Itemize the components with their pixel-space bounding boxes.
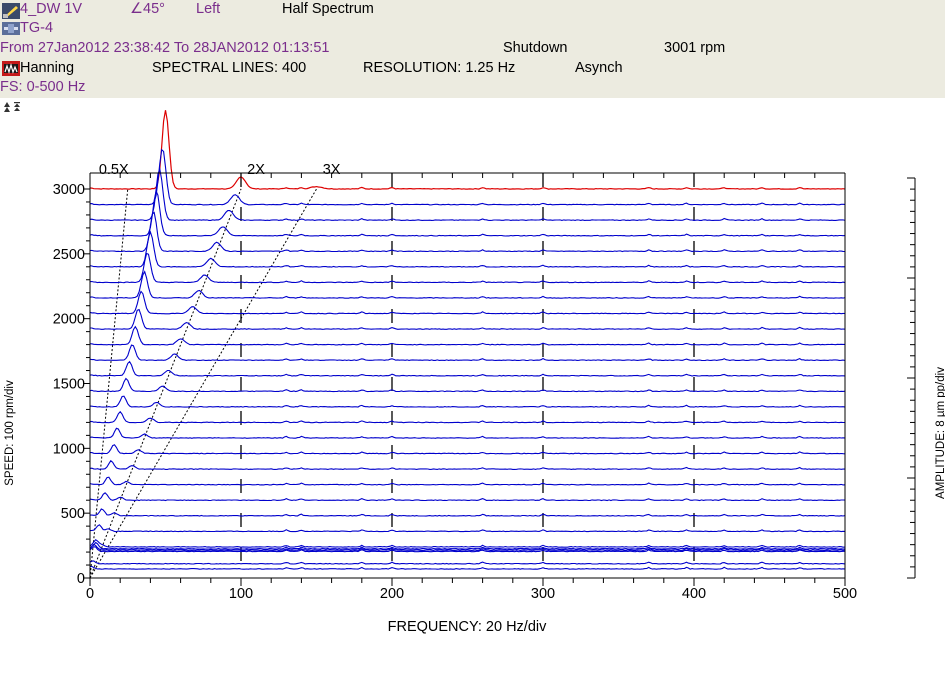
spectrum-trace <box>89 546 845 553</box>
y-tick-label: 1500 <box>53 377 85 393</box>
spectrum-type: Half Spectrum <box>282 1 374 17</box>
spectrum-trace <box>89 252 846 284</box>
y-tick-label: 2000 <box>53 312 85 328</box>
side-label: Left <box>196 1 221 17</box>
spectrum-trace <box>89 395 846 408</box>
scale-arrows-icon[interactable] <box>3 100 23 118</box>
spectrum-trace <box>89 230 846 268</box>
probe-icon <box>2 3 20 24</box>
header-row-5: FS: 0-500 Hz <box>0 78 945 97</box>
spectrum-trace <box>89 492 846 502</box>
spectrum-trace <box>89 110 846 190</box>
spectrum-trace <box>89 410 845 424</box>
amplitude-axis-label: AMPLITUDE: 8 µm pp/div <box>935 367 945 499</box>
waterfall-chart: 0.5X 2X 3X 0 100 200 300 400 500 0 500 1000 1500 200… <box>4 110 945 635</box>
spectrum-trace <box>89 211 846 253</box>
sampling-mode: Asynch <box>575 60 623 76</box>
axes: 0 100 200 300 400 500 0 500 1000 1500 2000 2500 3000 <box>53 172 916 602</box>
machine-state: Shutdown <box>503 40 568 56</box>
header-row-2: TG-4 <box>0 19 945 38</box>
window-type: Hanning <box>20 60 75 76</box>
x-tick-label: 100 <box>229 586 253 602</box>
spectrum-trace <box>89 541 846 550</box>
y-tick-label: 500 <box>61 506 85 522</box>
header-row-1: 4_DW 1V ∠45° Left Half Spectrum <box>0 0 945 19</box>
y-axis-label: SPEED: 100 rpm/div <box>4 380 16 486</box>
order-label: 0.5X <box>99 162 129 178</box>
spectrum-trace <box>89 167 846 221</box>
spectrum-trace <box>90 325 845 346</box>
axis-labels: FREQUENCY: 20 Hz/div SPEED: 100 rpm/div … <box>4 367 945 635</box>
full-scale: FS: 0-500 Hz <box>0 79 86 95</box>
spectrum-trace <box>90 444 846 455</box>
spectrum-trace <box>89 427 846 439</box>
spectrum-trace <box>89 148 846 206</box>
spectrum-trace <box>89 377 846 393</box>
spectrum-trace <box>89 459 845 470</box>
x-tick-label: 500 <box>833 586 857 602</box>
spectrum-trace <box>89 344 846 362</box>
y-tick-label: 0 <box>77 571 85 587</box>
spectrum-trace <box>89 476 846 486</box>
order-label: 2X <box>247 162 265 178</box>
date-range: From 27Jan2012 23:38:42 To 28JAN2012 01:… <box>0 40 330 56</box>
spectrum-trace <box>90 508 846 517</box>
spectrum-traces <box>89 110 846 570</box>
order-line <box>89 188 129 579</box>
order-label: 3X <box>323 162 341 178</box>
y-tick-label: 2500 <box>53 247 85 263</box>
spectrum-trace <box>89 560 846 565</box>
header-row-3: From 27Jan2012 23:38:42 To 28JAN2012 01:… <box>0 39 945 58</box>
spectrum-trace <box>89 524 846 533</box>
x-tick-label: 400 <box>682 586 706 602</box>
y-tick-label: 1000 <box>53 441 85 457</box>
spectrum-trace <box>90 565 846 570</box>
spectrum-trace <box>89 270 846 299</box>
window-icon <box>2 61 20 81</box>
machine-name: TG-4 <box>20 20 54 36</box>
spectrum-trace <box>89 543 846 551</box>
header-row-4: Hanning SPECTRAL LINES: 400 RESOLUTION: … <box>0 59 945 78</box>
spectral-lines: SPECTRAL LINES: 400 <box>152 60 307 76</box>
spectrum-trace <box>89 189 846 237</box>
order-line <box>89 188 242 579</box>
spectrum-trace <box>89 290 846 315</box>
order-line <box>89 188 318 579</box>
spectrum-trace <box>89 360 846 377</box>
x-tick-label: 0 <box>86 586 94 602</box>
spectrum-trace <box>90 308 846 330</box>
machine-speed: 3001 rpm <box>664 40 726 56</box>
x-tick-label: 300 <box>531 586 555 602</box>
x-axis-label: FREQUENCY: 20 Hz/div <box>388 619 547 635</box>
header-bar: 4_DW 1V ∠45° Left Half Spectrum TG-4 Fro… <box>0 0 945 98</box>
y-tick-label: 3000 <box>53 182 85 198</box>
machine-icon <box>2 22 20 40</box>
angle-label: ∠45° <box>130 1 165 17</box>
point-name: 4_DW 1V <box>20 1 83 17</box>
x-tick-label: 200 <box>380 586 404 602</box>
spectrum-trace <box>89 538 846 548</box>
resolution: RESOLUTION: 1.25 Hz <box>363 60 516 76</box>
